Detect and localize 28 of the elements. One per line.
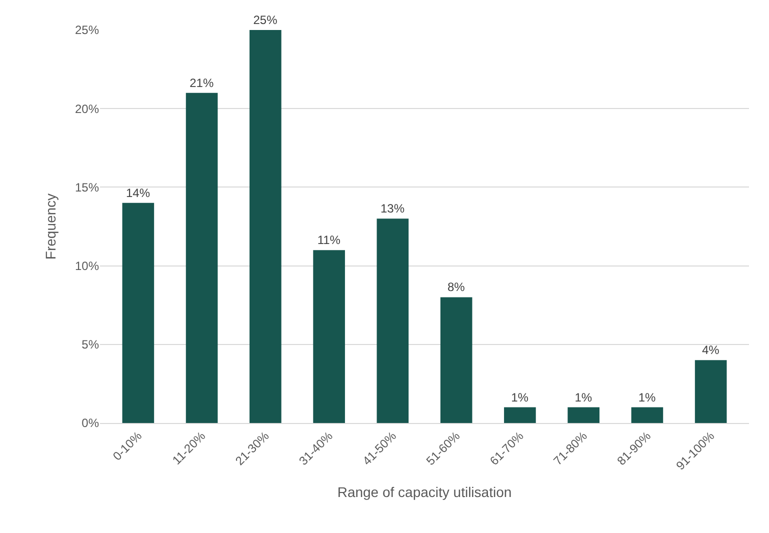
bar — [694, 360, 727, 423]
data-label: 4% — [702, 343, 720, 358]
y-tick-label: 15% — [74, 180, 100, 194]
data-label: 14% — [126, 186, 150, 200]
bar — [440, 297, 472, 423]
data-label: 8% — [447, 280, 466, 294]
bar — [504, 407, 536, 423]
data-label: 21% — [190, 76, 214, 90]
y-tick-label: 0% — [82, 416, 100, 430]
bar — [631, 407, 664, 423]
bar — [568, 407, 600, 423]
y-tick-label: 10% — [74, 259, 100, 273]
bar — [376, 218, 409, 423]
y-axis-title: Frequency — [42, 193, 59, 260]
data-label: 13% — [380, 202, 405, 216]
y-tick-label: 25% — [74, 23, 100, 38]
y-tick-label: 5% — [82, 338, 100, 352]
bar — [122, 202, 154, 423]
data-label: 11% — [317, 233, 341, 248]
x-axis-title: Range of capacity utilisation — [337, 484, 512, 500]
data-label: 1% — [638, 390, 656, 404]
bar — [313, 250, 345, 423]
data-label: 25% — [253, 13, 278, 27]
data-label: 1% — [574, 390, 592, 404]
bar — [250, 30, 282, 423]
data-label: 1% — [511, 390, 529, 404]
bar — [186, 92, 218, 423]
y-tick-label: 20% — [74, 102, 100, 116]
